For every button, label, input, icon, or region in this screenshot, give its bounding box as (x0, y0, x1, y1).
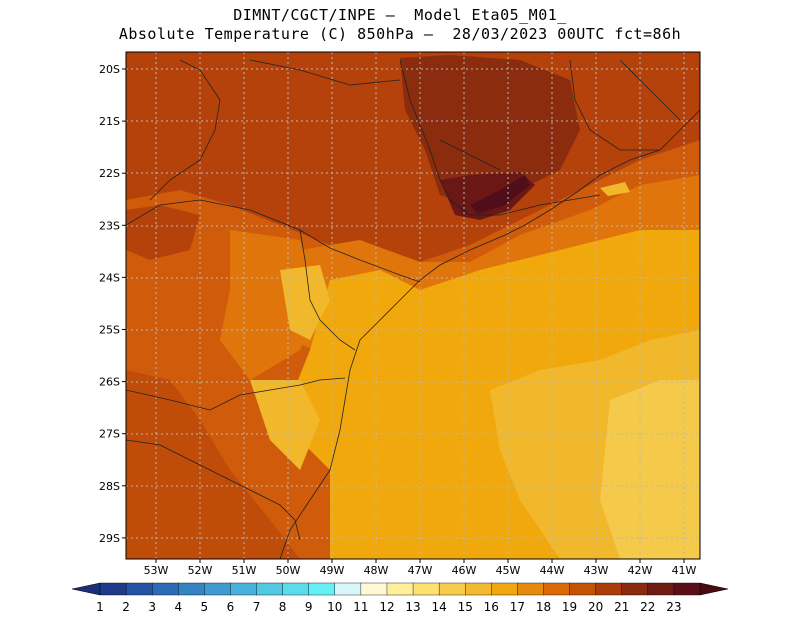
lat-tick-label: 28S (99, 480, 120, 493)
lat-tick-label: 22S (99, 167, 120, 180)
colorbar-upper-arrow (699, 582, 729, 596)
lat-tick-label: 25S (99, 324, 120, 337)
colorbar-swatch (204, 582, 231, 596)
colorbar-label: 5 (201, 600, 209, 614)
colorbar-swatch (386, 582, 414, 596)
lon-tick-label: 48W (364, 564, 389, 577)
colorbar-swatch (438, 582, 466, 596)
lon-tick-label: 46W (452, 564, 477, 577)
colorbar-label: 2 (122, 600, 130, 614)
colorbar-label: 17 (510, 600, 525, 614)
latitude-labels: 20S 21S 22S 23S 24S 25S 26S 27S 28S 29S (99, 63, 126, 545)
lon-tick-label: 52W (188, 564, 213, 577)
lon-tick-label: 51W (232, 564, 257, 577)
coastline-borders (126, 59, 700, 559)
colorbar-swatch (308, 582, 336, 596)
colorbar-swatch (256, 582, 284, 596)
lat-tick-label: 27S (99, 428, 120, 441)
colorbar-swatch (230, 582, 258, 596)
colorbar-swatch (517, 582, 544, 596)
colorbar-label: 19 (562, 600, 577, 614)
colorbar-swatch (334, 582, 362, 596)
map-frame (125, 51, 701, 560)
colorbar-label: 18 (536, 600, 551, 614)
lon-tick-label: 49W (320, 564, 345, 577)
colorbar-lower-arrow (71, 582, 101, 596)
colorbar-swatch (125, 582, 153, 596)
chart-title-line1: DIMNT/CGCT/INPE – Model Eta05_M01_ (233, 6, 567, 24)
colorbar-swatch (621, 582, 649, 596)
colorbar-swatch (151, 582, 179, 596)
colorbar-label: 4 (174, 600, 182, 614)
lat-tick-label: 20S (99, 63, 120, 76)
lon-tick-label: 53W (144, 564, 169, 577)
lon-tick-label: 45W (496, 564, 521, 577)
colorbar-label: 8 (279, 600, 287, 614)
colorbar-label: 12 (379, 600, 394, 614)
colorbar-swatch (282, 582, 310, 596)
lat-tick-label: 24S (99, 271, 120, 284)
colorbar-label: 16 (484, 600, 499, 614)
colorbar-label: 3 (148, 600, 156, 614)
colorbar-label: 13 (405, 600, 420, 614)
temperature-field (126, 52, 700, 559)
colorbar-swatch (543, 582, 571, 596)
lat-tick-label: 21S (99, 115, 120, 128)
colorbar-label: 21 (614, 600, 629, 614)
grid-lines (126, 52, 700, 559)
lat-tick-label: 29S (99, 532, 120, 545)
colorbar-label: 11 (353, 600, 368, 614)
colorbar-swatch (178, 582, 205, 596)
lon-tick-label: 41W (672, 564, 697, 577)
colorbar-label: 20 (588, 600, 603, 614)
colorbar-swatch (412, 582, 440, 596)
colorbar-label: 6 (227, 600, 235, 614)
colorbar-label: 10 (327, 600, 342, 614)
lon-tick-label: 43W (584, 564, 609, 577)
colorbar-swatch (595, 582, 623, 596)
colorbar-swatch (491, 582, 518, 596)
colorbar-label: 15 (458, 600, 473, 614)
lon-tick-label: 47W (408, 564, 433, 577)
colorbar: 1 2 3 4 5 6 7 8 9 10 11 12 13 14 15 16 17 18 19 20 21 22 23 (71, 582, 729, 614)
colorbar-swatch (99, 582, 127, 596)
lat-tick-label: 26S (99, 376, 120, 389)
chart-title-line2: Absolute Temperature (C) 850hPa – 28/03/… (118, 25, 682, 43)
colorbar-label: 9 (305, 600, 313, 614)
colorbar-swatch (673, 582, 701, 596)
colorbar-label: 14 (431, 600, 446, 614)
lat-tick-label: 23S (99, 219, 120, 232)
colorbar-label: 22 (640, 600, 655, 614)
colorbar-swatch (569, 582, 597, 596)
longitude-labels: 53W 52W 51W 50W 49W 48W 47W 46W 45W 44W 43W 42W 41W (144, 559, 697, 577)
colorbar-label: 7 (253, 600, 261, 614)
colorbar-swatch (465, 582, 492, 596)
colorbar-swatch (647, 582, 675, 596)
colorbar-label: 23 (666, 600, 681, 614)
lon-tick-label: 50W (276, 564, 301, 577)
lon-tick-label: 44W (540, 564, 565, 577)
colorbar-label: 1 (96, 600, 104, 614)
lon-tick-label: 42W (628, 564, 653, 577)
colorbar-swatch (360, 582, 388, 596)
